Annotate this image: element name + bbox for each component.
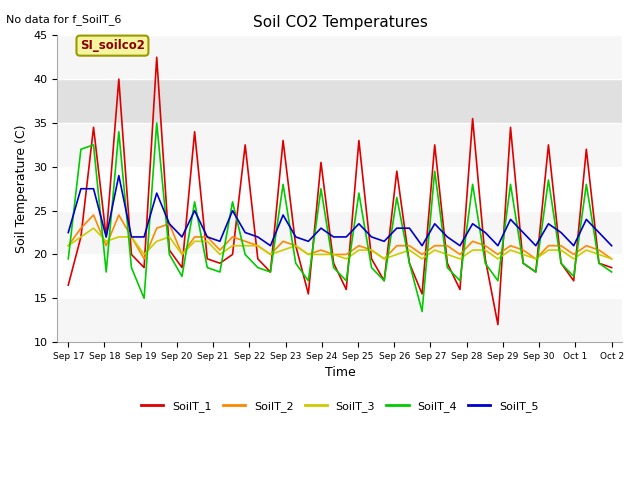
- Bar: [58, 36, 623, 79]
- Bar: [58, 298, 623, 342]
- Bar: [58, 79, 623, 123]
- Y-axis label: Soil Temperature (C): Soil Temperature (C): [15, 124, 28, 253]
- Text: SI_soilco2: SI_soilco2: [80, 39, 145, 52]
- Bar: [58, 123, 623, 167]
- Bar: [58, 211, 623, 254]
- X-axis label: Time: Time: [324, 366, 355, 379]
- Legend: SoilT_1, SoilT_2, SoilT_3, SoilT_4, SoilT_5: SoilT_1, SoilT_2, SoilT_3, SoilT_4, Soil…: [136, 397, 543, 417]
- Title: Soil CO2 Temperatures: Soil CO2 Temperatures: [253, 15, 428, 30]
- Text: No data for f_SoilT_6: No data for f_SoilT_6: [6, 14, 122, 25]
